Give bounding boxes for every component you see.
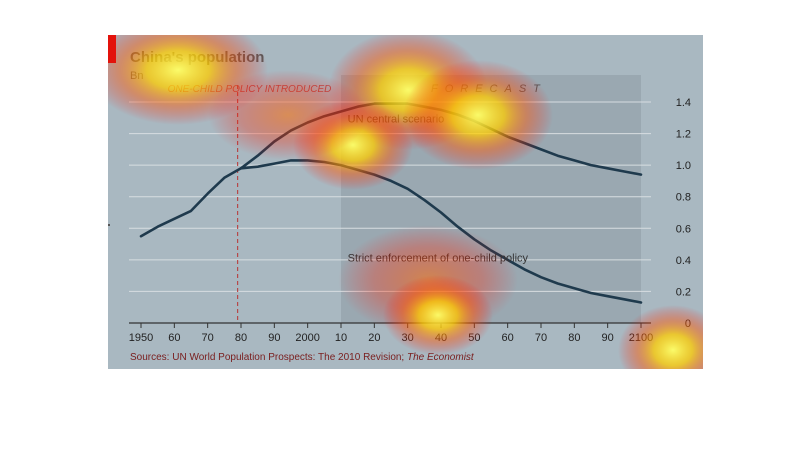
x-tick-label: 80 xyxy=(568,332,580,344)
y-tick-label: 0.8 xyxy=(676,192,691,204)
source-note: Sources: UN World Population Prospects: … xyxy=(130,352,475,363)
chart-title: China's population xyxy=(130,49,264,66)
y-tick-label: 1.4 xyxy=(676,97,691,109)
x-tick-label: 20 xyxy=(368,332,380,344)
chart: China's population Bn FORECAST ONE-CHILD… xyxy=(129,49,691,363)
x-tick-label: 40 xyxy=(435,332,447,344)
forecast-label: FORECAST xyxy=(431,83,547,95)
y-tick-label: 0.4 xyxy=(676,255,691,267)
x-tick-label: 70 xyxy=(202,332,214,344)
y-axis: 0 0.2 0.4 0.6 0.8 1.0 1.2 1.4 xyxy=(676,97,691,330)
y-tick-label: 0.2 xyxy=(676,286,691,298)
policy-label: ONE-CHILD POLICY INTRODUCED xyxy=(168,84,332,95)
x-tick-label: 2000 xyxy=(295,332,319,344)
x-tick-label: 80 xyxy=(235,332,247,344)
x-tick-label: 70 xyxy=(535,332,547,344)
x-axis: 1950 60 70 80 90 2000 10 20 30 40 50 60 70 80 90 2100 xyxy=(129,323,653,344)
y-tick-label: 0 xyxy=(685,318,691,330)
x-tick-label: 60 xyxy=(168,332,180,344)
x-tick-label: 50 xyxy=(468,332,480,344)
y-tick-label: 1.2 xyxy=(676,129,691,141)
forecast-region xyxy=(341,75,641,323)
x-tick-label: 30 xyxy=(402,332,414,344)
x-tick-label: 1950 xyxy=(129,332,153,344)
brand-tab xyxy=(108,35,116,63)
x-tick-label: 2100 xyxy=(629,332,653,344)
y-tick-label: 0.6 xyxy=(676,223,691,235)
x-tick-label: 90 xyxy=(268,332,280,344)
marker-dot xyxy=(108,224,110,226)
x-tick-label: 10 xyxy=(335,332,347,344)
series-label-central: UN central scenario xyxy=(348,114,445,126)
x-tick-label: 60 xyxy=(502,332,514,344)
unit-label: Bn xyxy=(130,70,143,82)
series-label-strict: Strict enforcement of one-child policy xyxy=(348,252,529,264)
y-tick-label: 1.0 xyxy=(676,160,691,172)
x-tick-label: 90 xyxy=(602,332,614,344)
